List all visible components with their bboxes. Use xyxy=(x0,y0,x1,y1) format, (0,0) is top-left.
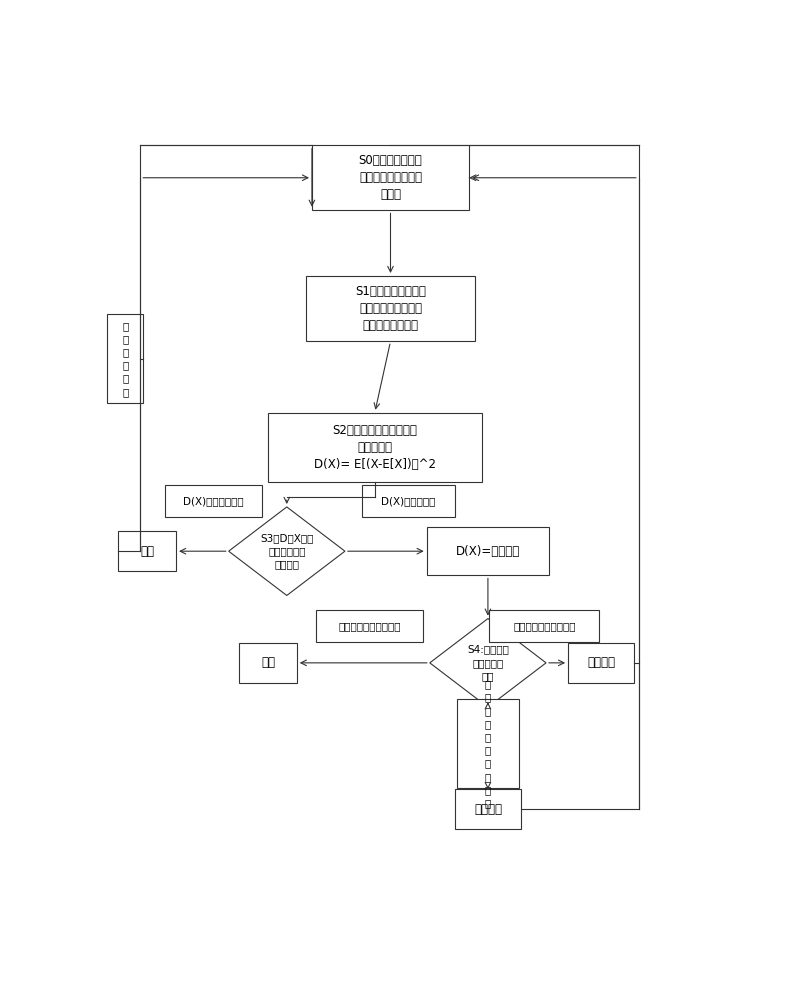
Bar xyxy=(306,276,475,341)
Text: 代
表
室
温
大
于
设
定
温
度: 代 表 室 温 大 于 设 定 温 度 xyxy=(485,679,491,808)
Text: 结束: 结束 xyxy=(261,656,275,669)
Bar xyxy=(239,643,297,683)
Bar xyxy=(362,485,455,517)
Text: S3：D（X）与
预先设定方差
范围比较: S3：D（X）与 预先设定方差 范围比较 xyxy=(260,533,314,569)
Polygon shape xyxy=(229,507,345,595)
Text: 代表室温小于设定温度: 代表室温小于设定温度 xyxy=(513,621,576,631)
Bar xyxy=(427,527,549,575)
Text: S2：求出剩余热计量数据
的均方差：
D(X)= E[(X-E[X])】^2: S2：求出剩余热计量数据 的均方差： D(X)= E[(X-E[X])】^2 xyxy=(314,424,436,471)
Text: 增大热量: 增大热量 xyxy=(587,656,615,669)
Bar xyxy=(268,413,482,482)
Text: D(X)不在范围之内: D(X)不在范围之内 xyxy=(183,496,243,506)
Text: 代表室温等于设定温度: 代表室温等于设定温度 xyxy=(338,621,401,631)
Text: 报警: 报警 xyxy=(140,545,154,558)
Bar xyxy=(165,485,262,517)
Bar xyxy=(312,145,469,210)
Bar xyxy=(490,610,599,642)
Text: S4:代表室温
与设定温度
比较: S4:代表室温 与设定温度 比较 xyxy=(467,645,508,681)
Text: D(X)=代表室温: D(X)=代表室温 xyxy=(456,545,520,558)
Text: 较小热量: 较小热量 xyxy=(474,803,502,816)
Bar xyxy=(457,699,519,788)
Text: S1：从热计量数据库
单元中排除报停及空
房热用户室温数据: S1：从热计量数据库 单元中排除报停及空 房热用户室温数据 xyxy=(355,285,426,332)
Text: S0：采集热用户数
据，建立热计量数据
库单元: S0：采集热用户数 据，建立热计量数据 库单元 xyxy=(358,154,423,201)
Text: D(X)在范围之内: D(X)在范围之内 xyxy=(381,496,436,506)
Bar xyxy=(118,531,176,571)
Bar xyxy=(107,314,144,403)
Bar xyxy=(568,643,634,683)
Polygon shape xyxy=(430,619,546,707)
Text: 调
节
水
力
平
衡: 调 节 水 力 平 衡 xyxy=(122,321,128,397)
Bar xyxy=(316,610,423,642)
Bar xyxy=(455,789,521,829)
